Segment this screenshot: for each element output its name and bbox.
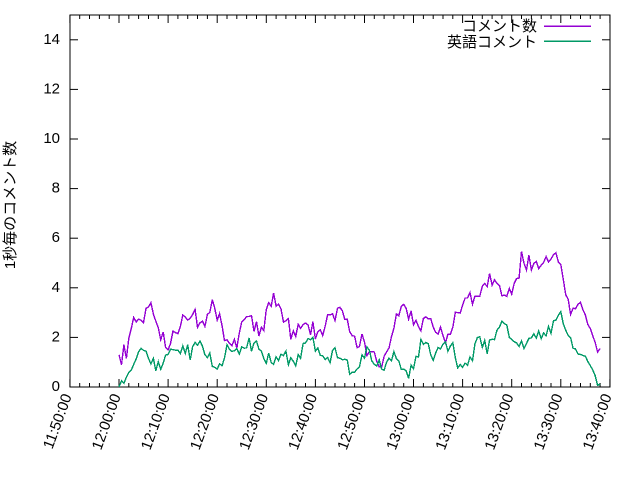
- svg-text:1秒毎のコメント数: 1秒毎のコメント数: [2, 141, 19, 269]
- svg-text:英語コメント: 英語コメント: [447, 33, 537, 51]
- svg-text:10: 10: [43, 130, 60, 147]
- svg-text:コメント数: コメント数: [462, 18, 537, 35]
- svg-text:2: 2: [52, 328, 60, 345]
- svg-text:6: 6: [52, 229, 60, 246]
- svg-text:12: 12: [43, 80, 60, 97]
- svg-text:14: 14: [43, 31, 60, 48]
- svg-text:4: 4: [52, 279, 60, 296]
- svg-text:8: 8: [52, 180, 60, 197]
